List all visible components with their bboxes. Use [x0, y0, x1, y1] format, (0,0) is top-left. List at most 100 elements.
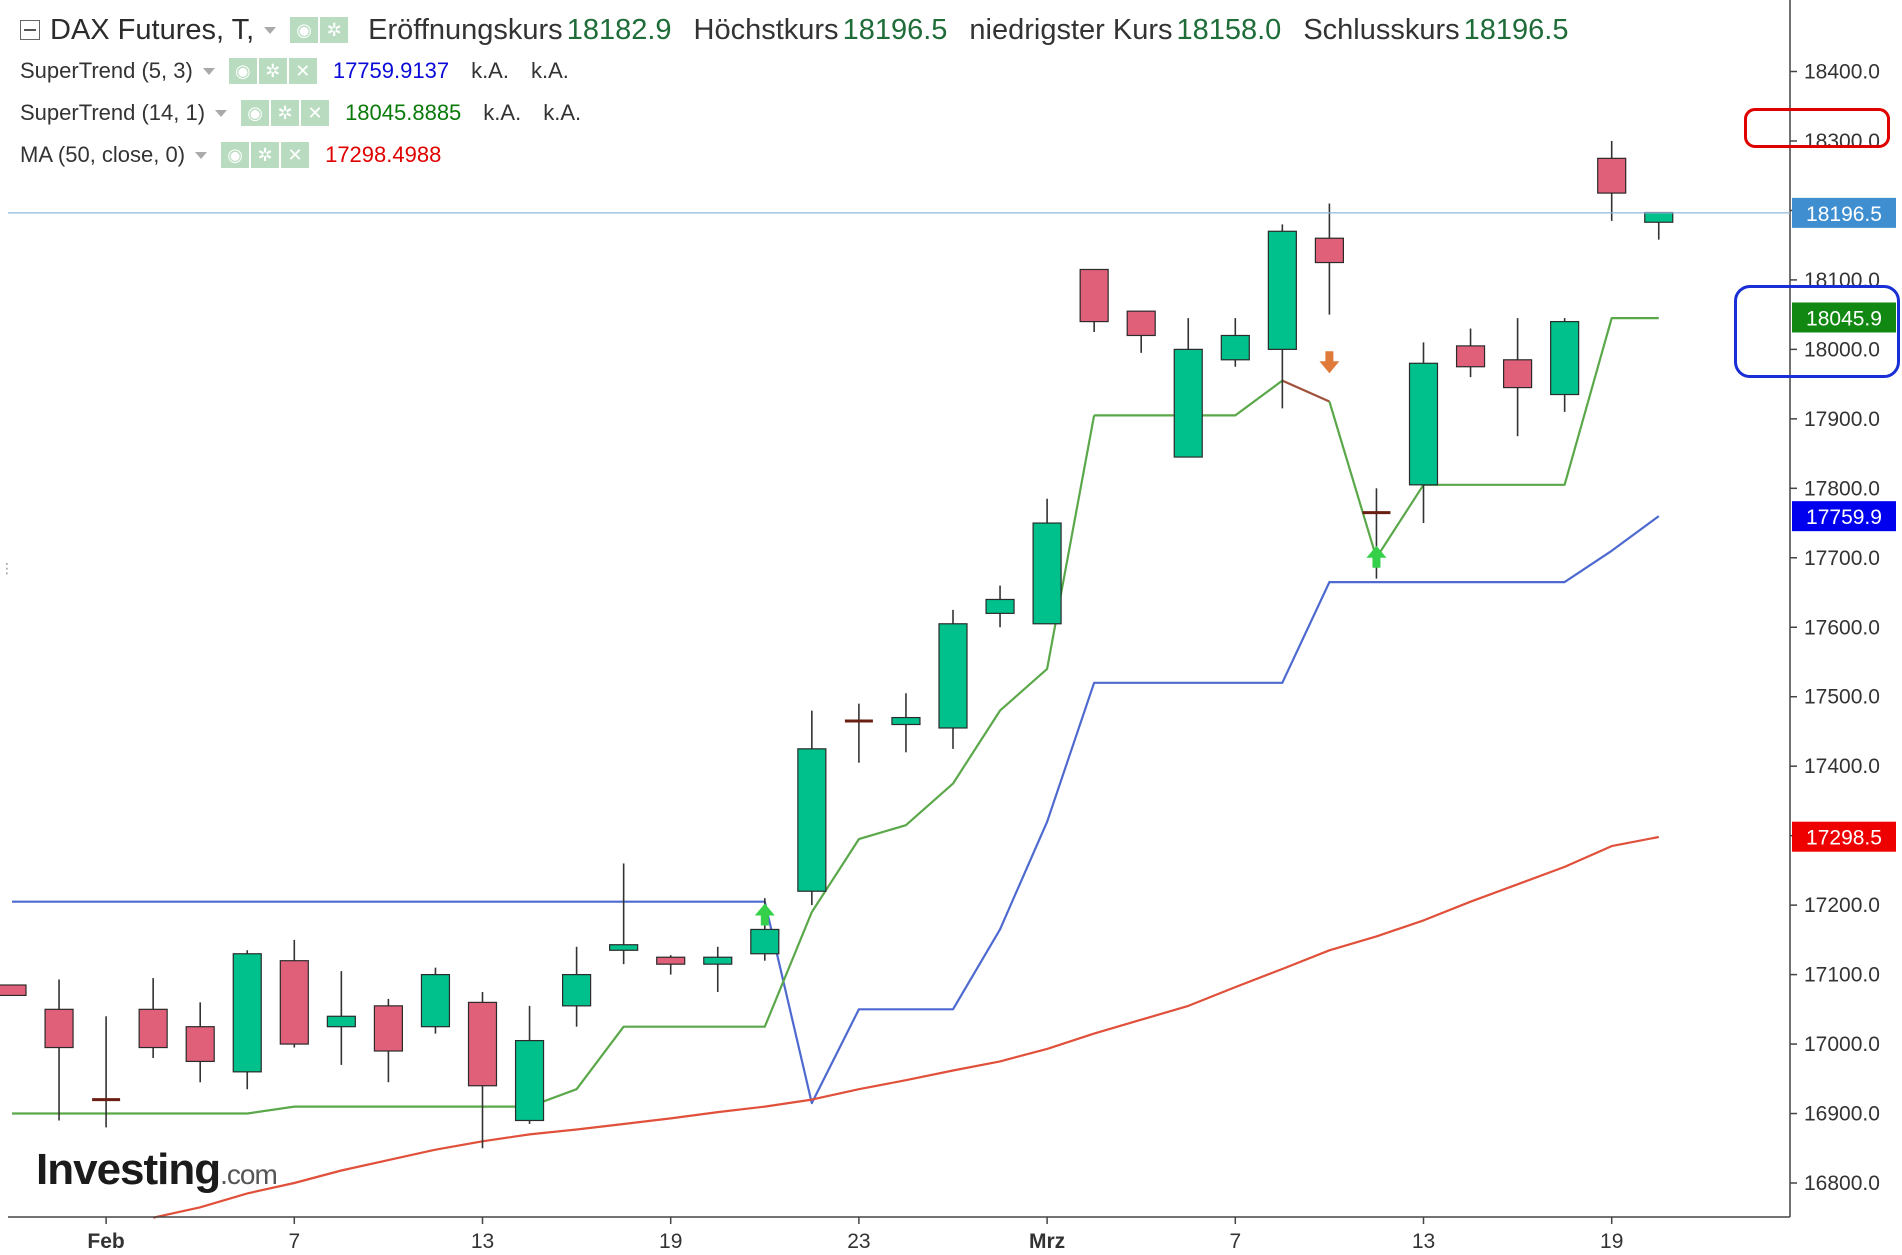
- y-tick-label: 17000.0: [1804, 1033, 1880, 1056]
- indicator-na: k.A.: [530, 58, 569, 83]
- candle-body: [1220, 334, 1250, 361]
- gear-icon[interactable]: ✲: [258, 58, 287, 84]
- candle-body: [1267, 230, 1297, 350]
- indicator-name: MA (50, close, 0): [20, 142, 186, 167]
- price-tag-label: 18196.5: [1806, 203, 1882, 226]
- instrument-title: DAX Futures, T,: [50, 13, 255, 46]
- candle-body: [938, 623, 968, 729]
- y-tick-label: 16900.0: [1804, 1103, 1880, 1126]
- candle-body: [326, 1015, 356, 1028]
- indicator-row-supertrend-5-3: SuperTrend (5, 3) ◉ ✲ ✕ 17759.9137 k.A. …: [20, 50, 1586, 92]
- candle-body: [1644, 211, 1674, 223]
- candle-body: [373, 1005, 403, 1052]
- x-tick-label: 19: [659, 1230, 682, 1253]
- eye-icon[interactable]: ◉: [290, 17, 319, 43]
- close-label: Schlusskurs: [1303, 13, 1460, 46]
- indicator-na: k.A.: [543, 100, 582, 125]
- y-tick-label: 17600.0: [1804, 616, 1880, 639]
- indicator-na: k.A.: [483, 100, 522, 125]
- indicator-lines: [12, 317, 1660, 1219]
- y-tick-label: 17100.0: [1804, 964, 1880, 987]
- collapse-legend-button[interactable]: [20, 20, 40, 40]
- close-icon[interactable]: ✕: [281, 142, 310, 168]
- x-tick-label: 23: [847, 1230, 870, 1253]
- candle-body: [1314, 237, 1345, 264]
- candle-body: [1173, 348, 1203, 458]
- candle-body: [985, 598, 1015, 614]
- candle-body: [514, 1039, 545, 1122]
- price-tags: 18196.5 18045.9 17759.9 17298.5: [8, 197, 1896, 852]
- series-line: [12, 415, 1096, 1115]
- indicator-toolbar: ◉ ✲ ✕: [241, 100, 330, 126]
- gear-icon[interactable]: ✲: [271, 100, 300, 126]
- candle-body: [750, 928, 780, 955]
- candle-body: [467, 1001, 498, 1087]
- candle-body: [0, 984, 27, 997]
- candle-body: [891, 716, 921, 726]
- x-tick-label: 19: [1600, 1230, 1623, 1253]
- open-label: Eröffnungskurs: [368, 13, 563, 46]
- candle-body: [1079, 268, 1109, 323]
- candle-body: [44, 1008, 74, 1049]
- close-icon[interactable]: ✕: [288, 58, 317, 84]
- y-tick-label: 16800.0: [1804, 1172, 1880, 1195]
- buy-signal-arrow: [754, 903, 775, 926]
- indicator-name: SuperTrend (5, 3): [20, 58, 193, 83]
- y-tick-label: 17500.0: [1804, 686, 1880, 709]
- indicator-value: 18045.8885: [345, 100, 462, 125]
- candle-body: [1550, 320, 1580, 396]
- x-tick-label: Mrz: [1029, 1230, 1065, 1253]
- signal-arrows: [754, 351, 1387, 926]
- candle-body: [1032, 522, 1062, 625]
- price-tag-box: [1792, 821, 1896, 852]
- y-tick-label: 18400.0: [1804, 61, 1880, 84]
- candle-body: [1502, 359, 1533, 389]
- indicator-value: 17298.4988: [325, 142, 442, 167]
- x-tick-label: 7: [288, 1230, 300, 1253]
- open-value: 18182.9: [566, 13, 672, 46]
- indicator-dropdown-icon[interactable]: [202, 67, 215, 75]
- indicator-toolbar: ◉ ✲ ✕: [228, 58, 317, 84]
- candle-body: [279, 960, 309, 1045]
- series-line: [152, 835, 1660, 1219]
- x-tick-label: Feb: [87, 1230, 124, 1253]
- y-tick-label: 17400.0: [1804, 755, 1880, 778]
- eye-icon[interactable]: ◉: [241, 100, 270, 126]
- price-tag-label: 17298.5: [1806, 827, 1882, 850]
- logo-suffix: .com: [220, 1159, 278, 1190]
- eye-icon[interactable]: ◉: [221, 142, 250, 168]
- candles: [0, 140, 1674, 1149]
- instrument-row: DAX Futures, T, ◉ ✲ Eröffnungskurs 18182…: [20, 10, 1586, 50]
- high-label: Höchstkurs: [693, 13, 839, 46]
- gear-icon[interactable]: ✲: [251, 142, 280, 168]
- instrument-toolbar: ◉ ✲: [290, 17, 349, 43]
- close-icon[interactable]: ✕: [301, 100, 330, 126]
- y-tick-label: 17900.0: [1804, 408, 1880, 431]
- candle-body: [232, 953, 262, 1073]
- candle-body: [609, 944, 639, 951]
- y-tick-label: 17700.0: [1804, 547, 1880, 570]
- price-tag-box: [1792, 197, 1896, 228]
- gear-icon[interactable]: ✲: [320, 17, 349, 43]
- price-tag-label: 18045.9: [1806, 307, 1882, 330]
- chart-axes: 16800.016900.017000.017100.017200.017300…: [8, 0, 1880, 1253]
- sell-signal-arrow: [1319, 351, 1340, 374]
- y-tick-label: 17200.0: [1804, 894, 1880, 917]
- indicator-dropdown-icon[interactable]: [215, 109, 228, 117]
- close-value: 18196.5: [1463, 13, 1569, 46]
- indicator-name: SuperTrend (14, 1): [20, 100, 206, 125]
- buy-signal-arrow: [1366, 545, 1387, 568]
- x-tick-label: 7: [1229, 1230, 1241, 1253]
- plot-area: [8, 0, 1790, 1217]
- candle-body: [797, 748, 827, 892]
- y-tick-label: 17800.0: [1804, 477, 1880, 500]
- indicator-toolbar: ◉ ✲ ✕: [221, 142, 310, 168]
- low-value: 18158.0: [1176, 13, 1282, 46]
- candle-body: [561, 973, 592, 1007]
- indicator-dropdown-icon[interactable]: [195, 151, 208, 159]
- instrument-dropdown-icon[interactable]: [264, 26, 277, 34]
- eye-icon[interactable]: ◉: [228, 58, 257, 84]
- resize-grip-icon[interactable]: ⋮: [0, 560, 14, 576]
- price-tag-label: 17759.9: [1806, 506, 1882, 529]
